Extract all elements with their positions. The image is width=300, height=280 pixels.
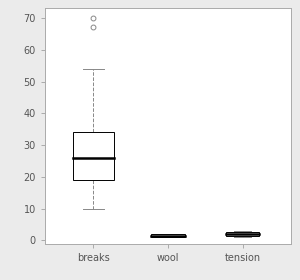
- Bar: [73, 132, 114, 180]
- Bar: [226, 232, 259, 236]
- Bar: [151, 234, 185, 237]
